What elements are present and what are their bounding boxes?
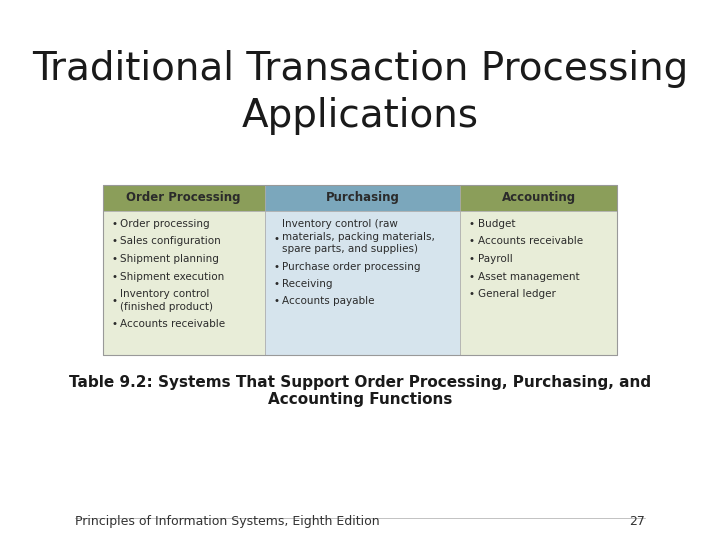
Text: •: • bbox=[469, 219, 475, 229]
Text: materials, packing materials,: materials, packing materials, bbox=[282, 232, 435, 241]
Text: Budget: Budget bbox=[477, 219, 515, 229]
Text: spare parts, and supplies): spare parts, and supplies) bbox=[282, 244, 418, 254]
Text: (finished product): (finished product) bbox=[120, 301, 213, 312]
Text: •: • bbox=[274, 233, 279, 244]
Text: •: • bbox=[469, 289, 475, 299]
Text: General ledger: General ledger bbox=[477, 289, 556, 299]
Text: •: • bbox=[112, 219, 117, 229]
Text: Order Processing: Order Processing bbox=[127, 192, 241, 205]
FancyBboxPatch shape bbox=[103, 185, 265, 211]
Text: •: • bbox=[112, 296, 117, 306]
Text: Traditional Transaction Processing
Applications: Traditional Transaction Processing Appli… bbox=[32, 50, 688, 135]
Text: •: • bbox=[469, 254, 475, 264]
Text: Accounting: Accounting bbox=[502, 192, 576, 205]
Text: •: • bbox=[274, 296, 279, 307]
Text: Principles of Information Systems, Eighth Edition: Principles of Information Systems, Eight… bbox=[75, 515, 379, 528]
Text: Inventory control (raw: Inventory control (raw bbox=[282, 219, 398, 229]
Text: Purchase order processing: Purchase order processing bbox=[282, 261, 420, 272]
Text: •: • bbox=[112, 272, 117, 281]
Text: Accounts receivable: Accounts receivable bbox=[120, 319, 225, 329]
FancyBboxPatch shape bbox=[460, 211, 617, 355]
Text: Asset management: Asset management bbox=[477, 272, 580, 281]
Text: Sales configuration: Sales configuration bbox=[120, 237, 221, 246]
FancyBboxPatch shape bbox=[460, 185, 617, 211]
Text: Accounting Functions: Accounting Functions bbox=[268, 392, 452, 407]
Text: Shipment execution: Shipment execution bbox=[120, 272, 224, 281]
FancyBboxPatch shape bbox=[265, 211, 460, 355]
Text: Order processing: Order processing bbox=[120, 219, 210, 229]
Text: •: • bbox=[469, 272, 475, 281]
Text: •: • bbox=[274, 279, 279, 289]
FancyBboxPatch shape bbox=[103, 211, 265, 355]
Text: •: • bbox=[112, 319, 117, 329]
Text: 27: 27 bbox=[629, 515, 645, 528]
Text: •: • bbox=[274, 261, 279, 272]
Text: •: • bbox=[112, 237, 117, 246]
Text: Receiving: Receiving bbox=[282, 279, 333, 289]
Text: Inventory control: Inventory control bbox=[120, 289, 210, 299]
Text: Shipment planning: Shipment planning bbox=[120, 254, 219, 264]
Text: •: • bbox=[469, 237, 475, 246]
Text: Accounts receivable: Accounts receivable bbox=[477, 237, 582, 246]
Text: Purchasing: Purchasing bbox=[325, 192, 400, 205]
Text: Table 9.2: Systems That Support Order Processing, Purchasing, and: Table 9.2: Systems That Support Order Pr… bbox=[69, 375, 651, 390]
Text: •: • bbox=[112, 254, 117, 264]
FancyBboxPatch shape bbox=[265, 185, 460, 211]
Text: Payroll: Payroll bbox=[477, 254, 513, 264]
Text: Accounts payable: Accounts payable bbox=[282, 296, 374, 307]
